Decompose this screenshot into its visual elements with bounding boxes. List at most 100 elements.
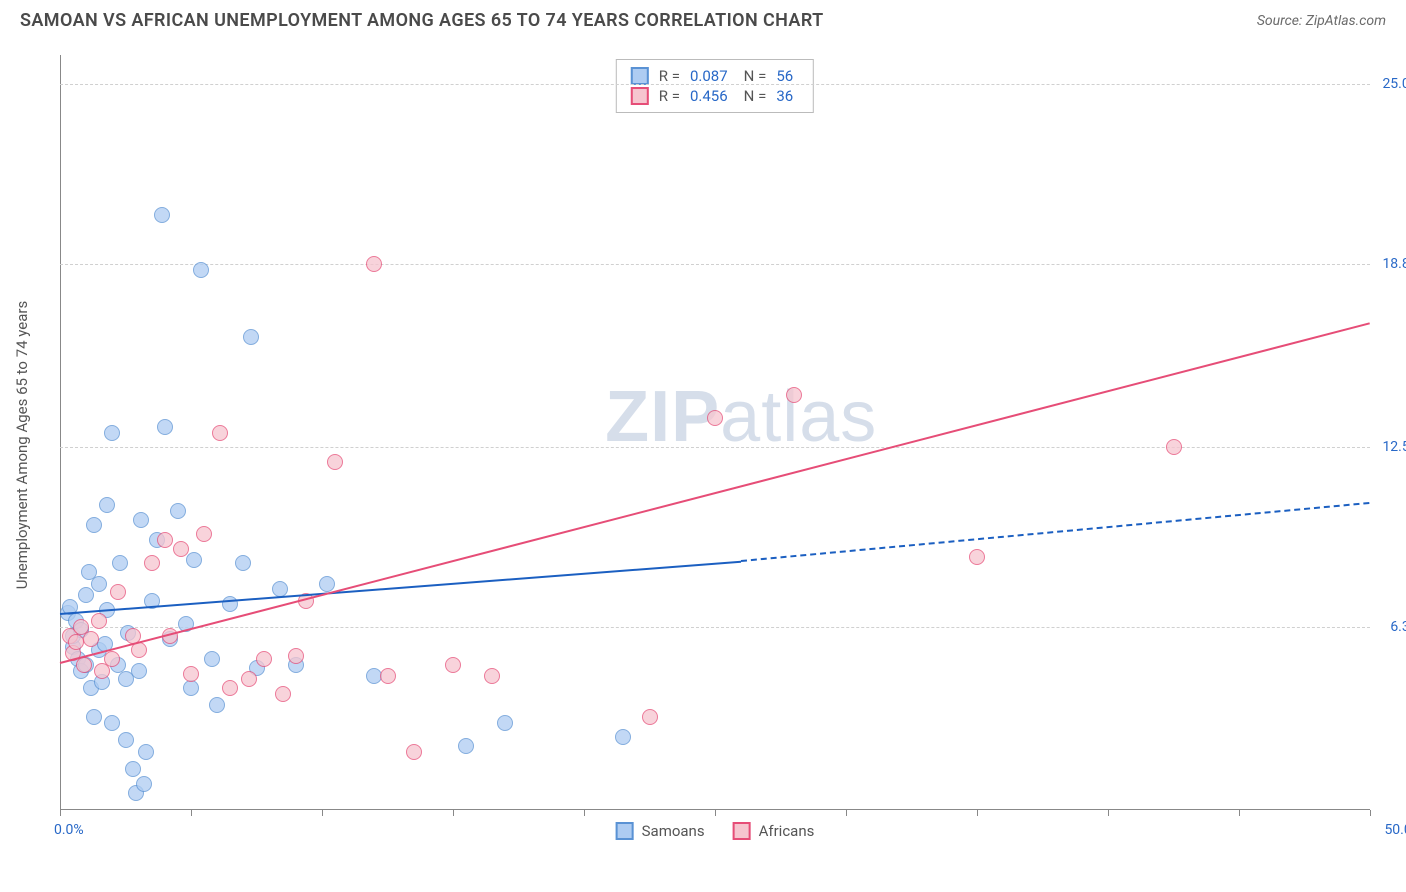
x-tick — [1239, 810, 1240, 816]
data-point — [154, 207, 170, 223]
data-point — [183, 680, 199, 696]
data-point — [157, 532, 173, 548]
x-tick — [453, 810, 454, 816]
data-point — [110, 584, 126, 600]
data-point — [445, 657, 461, 673]
swatch-africans-icon — [733, 822, 751, 840]
legend-item-samoans: Samoans — [616, 822, 705, 840]
data-point — [118, 732, 134, 748]
data-point — [241, 671, 257, 687]
swatch-samoans-icon — [616, 822, 634, 840]
data-point — [186, 552, 202, 568]
y-tick-label: 25.0% — [1382, 76, 1406, 92]
data-point — [99, 497, 115, 513]
x-tick — [584, 810, 585, 816]
y-tick-label: 12.5% — [1382, 439, 1406, 455]
chart-area: Unemployment Among Ages 65 to 74 years Z… — [50, 55, 1390, 835]
data-point — [104, 425, 120, 441]
x-tick — [715, 810, 716, 816]
n-label: N = — [744, 87, 767, 105]
data-point — [406, 744, 422, 760]
y-axis-label: Unemployment Among Ages 65 to 74 years — [13, 301, 31, 589]
legend-item-africans: Africans — [733, 822, 815, 840]
legend-label-africans: Africans — [759, 822, 815, 840]
gridline — [60, 264, 1370, 265]
x-axis-min-label: 0.0% — [54, 822, 84, 838]
data-point — [136, 776, 152, 792]
x-axis-max-label: 50.0% — [1384, 822, 1406, 838]
data-point — [183, 666, 199, 682]
trend-line — [60, 322, 1370, 664]
data-point — [458, 738, 474, 754]
series-legend: Samoans Africans — [616, 822, 815, 840]
data-point — [212, 425, 228, 441]
data-point — [222, 680, 238, 696]
data-point — [157, 419, 173, 435]
x-tick — [977, 810, 978, 816]
data-point — [275, 686, 291, 702]
x-tick — [1370, 810, 1371, 816]
data-point — [83, 631, 99, 647]
data-point — [642, 709, 658, 725]
y-tick-label: 18.8% — [1382, 256, 1406, 272]
data-point — [288, 648, 304, 664]
plot-region: ZIPatlas R = 0.087 N = 56 R = 0.456 N = … — [60, 55, 1370, 810]
gridline — [60, 84, 1370, 85]
data-point — [615, 729, 631, 745]
r-label: R = — [659, 67, 680, 85]
data-point — [484, 668, 500, 684]
data-point — [173, 541, 189, 557]
data-point — [380, 668, 396, 684]
data-point — [969, 549, 985, 565]
n-value-samoans: 56 — [776, 67, 793, 85]
r-value-africans: 0.456 — [690, 87, 728, 105]
x-tick — [60, 810, 61, 816]
x-tick — [846, 810, 847, 816]
data-point — [235, 555, 251, 571]
gridline — [60, 627, 1370, 628]
data-point — [138, 744, 154, 760]
chart-header: SAMOAN VS AFRICAN UNEMPLOYMENT AMONG AGE… — [0, 0, 1406, 37]
data-point — [68, 634, 84, 650]
data-point — [209, 697, 225, 713]
data-point — [327, 454, 343, 470]
data-point — [786, 387, 802, 403]
data-point — [112, 555, 128, 571]
source-label: Source: ZipAtlas.com — [1257, 13, 1386, 29]
stats-row-samoans: R = 0.087 N = 56 — [631, 66, 799, 86]
data-point — [131, 663, 147, 679]
data-point — [86, 517, 102, 533]
trend-line-extrapolated — [741, 502, 1370, 562]
legend-label-samoans: Samoans — [642, 822, 705, 840]
y-axis-line — [60, 55, 61, 810]
data-point — [104, 651, 120, 667]
data-point — [366, 256, 382, 272]
n-label: N = — [744, 67, 767, 85]
x-tick — [1108, 810, 1109, 816]
data-point — [256, 651, 272, 667]
data-point — [707, 410, 723, 426]
chart-title: SAMOAN VS AFRICAN UNEMPLOYMENT AMONG AGE… — [20, 10, 824, 31]
data-point — [86, 709, 102, 725]
swatch-africans-icon — [631, 87, 649, 105]
data-point — [170, 503, 186, 519]
data-point — [78, 587, 94, 603]
data-point — [125, 761, 141, 777]
data-point — [243, 329, 259, 345]
r-value-samoans: 0.087 — [690, 67, 728, 85]
trend-line — [60, 560, 741, 614]
n-value-africans: 36 — [776, 87, 793, 105]
y-tick-label: 6.3% — [1390, 619, 1406, 635]
x-tick — [322, 810, 323, 816]
data-point — [204, 651, 220, 667]
data-point — [193, 262, 209, 278]
data-point — [104, 715, 120, 731]
data-point — [91, 613, 107, 629]
data-point — [133, 512, 149, 528]
data-point — [497, 715, 513, 731]
data-point — [196, 526, 212, 542]
swatch-samoans-icon — [631, 67, 649, 85]
data-point — [144, 555, 160, 571]
stats-row-africans: R = 0.456 N = 36 — [631, 86, 799, 106]
r-label: R = — [659, 87, 680, 105]
